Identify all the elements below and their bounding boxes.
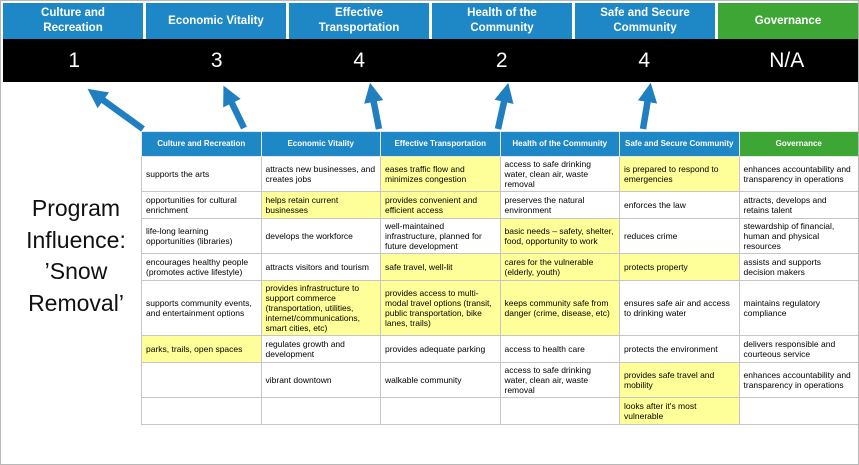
pillar-header-2: Economic Vitality	[146, 3, 286, 39]
matrix-cell: ensures safe air and access to drinking …	[619, 280, 740, 337]
matrix-header-6: Governance	[738, 131, 858, 157]
pillar-score-2: 3	[210, 48, 223, 72]
matrix-cell	[499, 397, 620, 426]
matrix-cell: assists and supports decision makers	[738, 253, 858, 282]
matrix-cell: delivers responsible and courteous servi…	[738, 335, 858, 364]
table-row: parks, trails, open spaces regulates grow…	[141, 335, 858, 364]
matrix-cell: stewardship of financial, human and phys…	[738, 218, 858, 255]
matrix-cell	[141, 362, 262, 399]
pillar-header-5: Safe and Secure Community	[575, 3, 715, 39]
matrix-cell	[260, 397, 381, 426]
matrix-cell: supports community events, and entertain…	[141, 280, 262, 337]
matrix-cell: preserves the natural environment	[499, 191, 620, 220]
matrix-cell: attracts, develops and retains talent	[738, 191, 858, 220]
matrix-cell: helps retain current businesses	[260, 191, 381, 220]
matrix-cell: is prepared to respond to emergencies	[619, 155, 740, 193]
matrix-cell: keeps community safe from danger (crime,…	[499, 280, 620, 337]
matrix-cell: provides access to multi-modal travel op…	[380, 280, 501, 337]
matrix-cell: well-maintained infrastructure, planned …	[380, 218, 501, 255]
matrix-cell: develops the workforce	[260, 218, 381, 255]
matrix-cell: supports the arts	[141, 155, 262, 193]
table-row: supports the arts attracts new businesses…	[141, 155, 858, 193]
up-arrow-icon	[364, 82, 384, 130]
matrix-header-row: Culture and Recreation Economic Vitality E…	[141, 131, 858, 157]
pillar-score-3: 4	[353, 48, 366, 72]
matrix-cell: parks, trails, open spaces	[141, 335, 262, 364]
table-row: supports community events, and entertain…	[141, 280, 858, 337]
matrix-cell: enforces the law	[619, 191, 740, 220]
pillar-score-row: 1 3 4 2 4 N/A	[3, 39, 858, 82]
matrix-cell: walkable community	[380, 362, 501, 399]
matrix-cell: basic needs – safety, shelter, food, opp…	[499, 218, 620, 255]
matrix-cell: provides infrastructure to support comme…	[260, 280, 381, 337]
matrix-cell	[141, 397, 262, 426]
up-arrow-icon	[494, 82, 514, 130]
matrix-cell: protects property	[619, 253, 740, 282]
pillar-header-4: Health of the Community	[432, 3, 572, 39]
table-row: looks after it's most vulnerable	[141, 397, 858, 426]
pillar-header-3: Effective Transportation	[289, 3, 429, 39]
up-arrow-icon	[637, 82, 658, 130]
matrix-cell: life-long learning opportunities (librar…	[141, 218, 262, 255]
matrix-cell: provides convenient and efficient access	[380, 191, 501, 220]
influence-matrix: Culture and Recreation Economic Vitality E…	[141, 131, 858, 426]
matrix-cell: vibrant downtown	[260, 362, 381, 399]
matrix-header-2: Economic Vitality	[260, 131, 381, 157]
matrix-cell: encourages healthy people (promotes acti…	[141, 253, 262, 282]
pillar-header-row: Culture and Recreation Economic Vitality E…	[3, 3, 858, 39]
matrix-cell: access to health care	[499, 335, 620, 364]
matrix-header-3: Effective Transportation	[380, 131, 501, 157]
pillar-score-1: 1	[68, 48, 81, 72]
up-arrow-icon	[223, 85, 247, 130]
matrix-cell: looks after it's most vulnerable	[619, 397, 740, 426]
matrix-cell: eases traffic flow and minimizes congest…	[380, 155, 501, 193]
up-arrow-icon	[87, 88, 145, 132]
matrix-cell: enhances accountability and transparency…	[738, 362, 858, 399]
matrix-cell: opportunities for cultural enrichment	[141, 191, 262, 220]
pillar-header-6: Governance	[718, 3, 858, 39]
matrix-cell: protects the environment	[619, 335, 740, 364]
matrix-cell: maintains regulatory compliance	[738, 280, 858, 337]
pillar-header-1: Culture and Recreation	[3, 3, 143, 39]
matrix-cell: cares for the vulnerable (elderly, youth…	[499, 253, 620, 282]
matrix-cell: access to safe drinking water, clean air…	[499, 362, 620, 399]
matrix-cell	[380, 397, 501, 426]
table-row: opportunities for cultural enrichment hel…	[141, 191, 858, 220]
pillar-score-4: 2	[495, 48, 508, 72]
matrix-cell: attracts new businesses, and creates job…	[260, 155, 381, 193]
matrix-header-1: Culture and Recreation	[141, 131, 262, 157]
matrix-cell: safe travel, well-lit	[380, 253, 501, 282]
program-title: Program Influence: ’Snow Removal’	[26, 195, 126, 317]
matrix-cell: access to safe drinking water, clean air…	[499, 155, 620, 193]
pillar-score-5: 4	[638, 48, 651, 72]
matrix-cell	[738, 397, 858, 426]
matrix-cell: attracts visitors and tourism	[260, 253, 381, 282]
table-row: life-long learning opportunities (librar…	[141, 218, 858, 255]
table-row: encourages healthy people (promotes acti…	[141, 253, 858, 282]
matrix-cell: provides adequate parking	[380, 335, 501, 364]
table-row: vibrant downtown walkable community access…	[141, 362, 858, 399]
matrix-cell: provides safe travel and mobility	[619, 362, 740, 399]
matrix-header-4: Health of the Community	[499, 131, 620, 157]
matrix-cell: enhances accountability and transparency…	[738, 155, 858, 193]
matrix-cell: reduces crime	[619, 218, 740, 255]
pillar-score-6: N/A	[769, 48, 805, 72]
matrix-cell: regulates growth and development	[260, 335, 381, 364]
matrix-header-5: Safe and Secure Community	[619, 131, 740, 157]
